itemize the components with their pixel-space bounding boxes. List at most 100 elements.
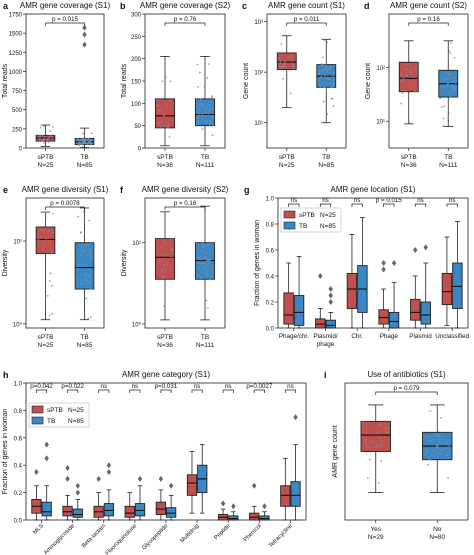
box-b-1-point [201, 103, 204, 106]
x-tick-label-g: Chr. [351, 333, 363, 340]
box-c-1-point [322, 100, 325, 103]
box-d-1-point [451, 84, 454, 87]
box-c-0-point [284, 66, 287, 68]
box-b-0-point [166, 121, 169, 124]
box-i-0-point [369, 458, 371, 461]
box-e-0-point [39, 236, 42, 239]
box-f-1-point [198, 267, 200, 270]
box-i-0-point [380, 459, 383, 462]
legend-n-g: N=25 [320, 212, 336, 219]
box-c-0-point [292, 66, 294, 69]
box-e-0-point [40, 228, 42, 231]
box-i-0-point [373, 446, 376, 449]
box-d-0-point [405, 74, 408, 76]
box-a-1-outlier [82, 41, 87, 48]
box-e-1-point [89, 252, 92, 255]
box-b-1-point [203, 100, 206, 103]
box-d-0-point [409, 69, 411, 71]
box-f-1-point [203, 260, 206, 263]
box-e-0-point [48, 280, 51, 282]
box-e-0-point [50, 284, 53, 287]
box-h-5-0-box [186, 474, 198, 496]
box-i-1-point [429, 458, 431, 461]
box-d-1-point [453, 76, 456, 79]
box-f-1-point [200, 250, 203, 252]
plot-frame-c [266, 13, 347, 149]
box-c-1-point [321, 70, 324, 73]
box-d-1-point [447, 91, 450, 93]
box-a-1-point [90, 143, 93, 145]
box-e-1-point [86, 286, 89, 289]
y-axis-label-g: Fraction of genes in woman [254, 220, 261, 306]
box-i-0-point [387, 427, 390, 430]
box-c-1-point [323, 74, 326, 77]
significance-a-0-bracket [45, 22, 85, 26]
box-e-1-point [90, 279, 93, 282]
box-e-1-point [85, 279, 87, 282]
box-a-1-point [84, 138, 86, 141]
x-tick-label-g: Plasmid/ [313, 333, 337, 340]
box-a-0-point [47, 141, 50, 144]
box-d-0-box [398, 61, 419, 93]
box-c-1-point [327, 83, 330, 86]
box-a-0-point [42, 138, 45, 141]
box-i-0-point [381, 440, 384, 443]
x-tick-label-f: sPTB [157, 334, 173, 341]
y-tick-label-b: 50 [134, 124, 141, 130]
legend-swatch-h [31, 405, 44, 414]
box-b-1-point [212, 108, 214, 110]
legend-label-h: TB [47, 418, 55, 425]
box-i-0-point [364, 439, 367, 442]
significance-i-0-label: p = 0.079 [394, 385, 421, 392]
box-f-1-point [200, 258, 203, 261]
box-d-1-point [452, 88, 455, 91]
box-f-0-point [163, 258, 166, 261]
box-d-0-point [409, 81, 412, 84]
n-label-b: N=36 [157, 162, 173, 169]
box-g-1-1-outlier [328, 286, 333, 292]
box-i-0-point [377, 481, 380, 484]
box-a-1-point [80, 139, 82, 141]
box-c-1-point [319, 86, 322, 89]
box-d-1-point [446, 72, 449, 74]
box-f-1-point [201, 253, 204, 256]
box-c-0-point [290, 56, 293, 59]
box-e-1-point [89, 281, 92, 283]
box-e-1-point [88, 244, 91, 246]
box-d-0-point [402, 77, 405, 80]
box-a-0-point [44, 136, 47, 138]
box-d-1-point [447, 77, 450, 80]
significance-h-6-bracket [222, 389, 234, 393]
box-i-1-point [436, 434, 439, 437]
panel-title-h: AMR gene category (S1) [122, 370, 210, 379]
box-b-1-point [208, 110, 211, 113]
box-f-1-point [198, 257, 201, 260]
box-a-1-point [82, 132, 84, 135]
box-b-0-point [167, 123, 170, 126]
box-i-1-point [447, 456, 449, 459]
box-b-1-point [206, 120, 209, 122]
box-h-3-1-outlier [137, 475, 143, 482]
box-d-1-point [439, 86, 442, 89]
box-g-3-1-outlier [391, 260, 397, 266]
box-c-1-point [329, 81, 332, 84]
y-tick-label-f: 10¹ [132, 241, 141, 247]
box-i-1-point [434, 455, 437, 458]
box-d-1-point [452, 86, 455, 89]
box-c-1-point [320, 76, 323, 79]
n-label-b: N=111 [196, 162, 215, 169]
box-d-1-point [443, 78, 446, 81]
box-f-0-point [165, 254, 168, 257]
box-c-0-point [282, 77, 284, 80]
box-d-1-point [454, 82, 457, 84]
box-f-1-point [206, 260, 209, 263]
box-e-1-point [85, 243, 88, 246]
box-h-8-1-box [290, 481, 301, 507]
box-i-0-point [367, 446, 369, 449]
box-i-1-point [439, 442, 442, 444]
box-f-1-point [197, 247, 200, 250]
significance-e-0-bracket [45, 206, 85, 210]
panel-letter-f: f [120, 185, 124, 195]
y-tick-label-a: 750 [12, 89, 23, 95]
box-c-1-point [326, 113, 329, 115]
